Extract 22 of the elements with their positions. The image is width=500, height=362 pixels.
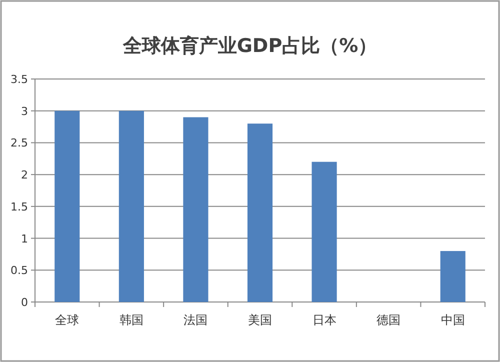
- x-tick-label: 日本: [312, 313, 336, 327]
- bar: [54, 110, 80, 302]
- y-tick-label: 2: [21, 168, 28, 182]
- x-tick-label: 全球: [55, 313, 80, 327]
- bar: [247, 124, 273, 302]
- y-tick-label: 0.5: [10, 264, 28, 278]
- x-tick-label: 韩国: [119, 313, 144, 327]
- y-tick-label: 1: [21, 232, 28, 246]
- x-tick-label: 法国: [184, 313, 208, 327]
- x-tick-label: 中国: [440, 313, 465, 327]
- x-tick-label: 美国: [248, 313, 272, 327]
- y-tick-label: 3.5: [10, 73, 28, 86]
- y-tick-label: 3: [21, 104, 28, 118]
- bar: [440, 251, 466, 302]
- bar: [183, 117, 208, 302]
- bar: [118, 110, 144, 302]
- y-tick-label: 2.5: [10, 136, 28, 150]
- x-tick-label: 德国: [376, 313, 401, 327]
- y-tick-label: 1.5: [10, 200, 28, 214]
- chart-title: 全球体育产业GDP占比（%）: [122, 35, 378, 57]
- bar: [312, 162, 337, 302]
- y-tick-label: 0: [21, 296, 28, 309]
